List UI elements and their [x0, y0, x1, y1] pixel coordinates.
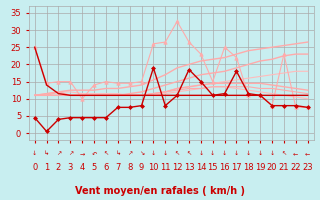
Text: ↓: ↓ — [151, 151, 156, 156]
Text: 20: 20 — [267, 163, 277, 172]
Text: 2: 2 — [56, 163, 61, 172]
Text: 16: 16 — [219, 163, 230, 172]
Text: 22: 22 — [291, 163, 301, 172]
Text: 3: 3 — [68, 163, 73, 172]
Text: ↗: ↗ — [68, 151, 73, 156]
Text: ↓: ↓ — [163, 151, 168, 156]
Text: 21: 21 — [279, 163, 289, 172]
Text: 0: 0 — [32, 163, 37, 172]
Text: ↖: ↖ — [281, 151, 286, 156]
Text: 1: 1 — [44, 163, 49, 172]
Text: 19: 19 — [255, 163, 266, 172]
Text: ←: ← — [305, 151, 310, 156]
Text: 8: 8 — [127, 163, 132, 172]
Text: ↶: ↶ — [92, 151, 97, 156]
Text: ↖: ↖ — [103, 151, 108, 156]
Text: ↓: ↓ — [234, 151, 239, 156]
Text: 11: 11 — [160, 163, 171, 172]
Text: 13: 13 — [184, 163, 194, 172]
Text: 17: 17 — [231, 163, 242, 172]
Text: 10: 10 — [148, 163, 159, 172]
Text: 6: 6 — [103, 163, 108, 172]
Text: ↗: ↗ — [127, 151, 132, 156]
Text: ↓: ↓ — [32, 151, 37, 156]
Text: →: → — [80, 151, 85, 156]
Text: ↖: ↖ — [186, 151, 192, 156]
Text: 23: 23 — [302, 163, 313, 172]
Text: ↗: ↗ — [56, 151, 61, 156]
Text: ↘: ↘ — [139, 151, 144, 156]
Text: 9: 9 — [139, 163, 144, 172]
Text: ↓: ↓ — [258, 151, 263, 156]
Text: ↓: ↓ — [222, 151, 227, 156]
Text: 18: 18 — [243, 163, 254, 172]
Text: 5: 5 — [92, 163, 97, 172]
Text: ↳: ↳ — [44, 151, 49, 156]
Text: 14: 14 — [196, 163, 206, 172]
Text: 4: 4 — [80, 163, 85, 172]
Text: ↓: ↓ — [210, 151, 215, 156]
Text: ←: ← — [293, 151, 299, 156]
Text: Vent moyen/en rafales ( km/h ): Vent moyen/en rafales ( km/h ) — [75, 186, 245, 196]
Text: ↳: ↳ — [115, 151, 120, 156]
Text: 7: 7 — [115, 163, 121, 172]
Text: ↓: ↓ — [269, 151, 275, 156]
Text: 15: 15 — [207, 163, 218, 172]
Text: 12: 12 — [172, 163, 182, 172]
Text: ↓: ↓ — [246, 151, 251, 156]
Text: ↓: ↓ — [198, 151, 204, 156]
Text: ↖: ↖ — [174, 151, 180, 156]
